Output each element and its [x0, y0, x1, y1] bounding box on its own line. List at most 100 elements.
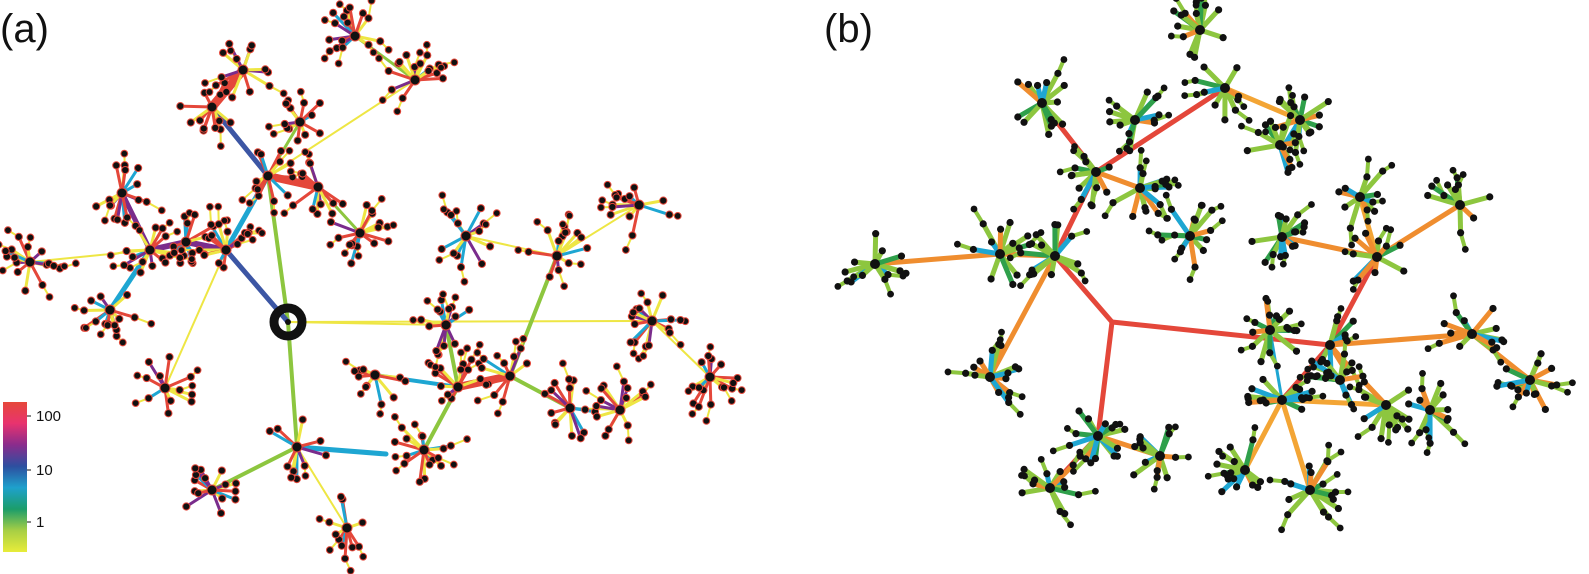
- panel-a-node: [123, 213, 132, 222]
- panel-b-node: [1162, 191, 1170, 199]
- panel-a-node: [558, 359, 567, 368]
- panel-b-node: [1348, 359, 1356, 367]
- panel-a-node: [331, 530, 340, 539]
- panel-a-hub: [144, 244, 156, 256]
- panel-a-node: [120, 149, 129, 158]
- panel-a-node: [130, 313, 139, 322]
- panel-b-node: [1248, 385, 1256, 393]
- panel-b-node: [969, 245, 977, 254]
- panel-a-node: [225, 39, 234, 48]
- panel-a-node: [201, 474, 210, 483]
- panel-a-node: [524, 247, 533, 256]
- panel-b-node: [1308, 201, 1315, 208]
- panel-b-node: [850, 273, 858, 281]
- panel-b-node: [1341, 203, 1349, 211]
- panel-a-node: [729, 378, 738, 388]
- panel-b-node: [1266, 117, 1275, 125]
- panel-b-node: [1208, 206, 1216, 214]
- panel-b-node: [1051, 220, 1059, 229]
- panel-b-hub: [1155, 451, 1165, 461]
- panel-a-node: [684, 387, 693, 396]
- panel-b-label: (b): [824, 7, 873, 51]
- panel-a-node: [340, 554, 350, 563]
- panel-b-node: [1192, 9, 1200, 18]
- panel-a-node: [464, 365, 473, 374]
- panel-a-node: [173, 227, 182, 236]
- panel-b-node: [1302, 394, 1310, 402]
- panel-b-node: [1371, 268, 1379, 277]
- panel-b-backbone-edge: [1093, 85, 1228, 175]
- panel-a-node: [583, 243, 592, 253]
- panel-a-edges: [0, 0, 743, 572]
- panel-a-node: [354, 372, 363, 381]
- panel-b-node: [1310, 363, 1317, 371]
- panel-b-node: [1334, 504, 1342, 513]
- panel-a-node: [644, 341, 653, 350]
- panel-b-hub: [1355, 192, 1365, 202]
- panel-a-node: [463, 344, 472, 353]
- panel-b-node: [1070, 147, 1078, 155]
- panel-b-node: [1259, 375, 1267, 384]
- panel-a-node: [334, 59, 343, 68]
- panel-b-node: [1398, 415, 1406, 423]
- panel-b-node: [1191, 76, 1199, 85]
- panel-a-node: [564, 375, 574, 384]
- panel-a-node: [254, 191, 263, 200]
- panel-b-node: [872, 230, 880, 238]
- panel-b-node: [1199, 246, 1207, 255]
- panel-b-node: [1346, 383, 1354, 391]
- panel-a-node: [438, 191, 447, 200]
- panel-a-node: [369, 48, 378, 57]
- panel-a-node: [377, 400, 386, 409]
- panel-b-node: [1368, 423, 1376, 431]
- panel-a-node: [560, 282, 569, 291]
- panel-a-node: [439, 444, 448, 453]
- panel-a-label: (a): [0, 7, 49, 51]
- panel-a-node: [0, 266, 7, 275]
- panel-b-node: [1245, 116, 1253, 124]
- panel-b-node: [1186, 276, 1194, 283]
- panel-b-edge: [1469, 305, 1496, 337]
- panel-b-node: [1548, 364, 1556, 372]
- panel-a-node: [275, 157, 284, 166]
- panel-a-node: [727, 397, 736, 405]
- panel-a-node: [417, 315, 426, 324]
- panel-b-node: [1091, 487, 1099, 495]
- panel-b-node: [1377, 435, 1385, 443]
- panel-b-node: [1456, 342, 1464, 350]
- panel-b-node: [1454, 181, 1463, 189]
- panel-a-node: [175, 385, 184, 395]
- panel-b-hub: [870, 259, 880, 269]
- panel-b-edge: [1168, 206, 1193, 239]
- panel-b-node: [1385, 421, 1393, 429]
- panel-b-node: [1106, 118, 1114, 126]
- panel-b-node: [1424, 345, 1432, 353]
- panel-b-node: [971, 371, 979, 379]
- panel-b-node: [1047, 271, 1056, 279]
- panel-b-node: [1243, 315, 1251, 323]
- panel-b-node: [1288, 163, 1296, 172]
- panel-b-backbone-edge: [1327, 254, 1380, 348]
- panel-a-node: [416, 48, 424, 57]
- panel-a-node: [431, 363, 440, 371]
- panel-a-node: [105, 201, 115, 210]
- colorbar: 100 10 1: [3, 402, 61, 552]
- panel-b-node: [1287, 480, 1295, 488]
- panel-b-node: [1541, 405, 1549, 414]
- panel-a-node: [325, 35, 334, 44]
- panel-b-node: [858, 271, 867, 280]
- panel-a-node: [694, 402, 703, 411]
- panel-a-node: [384, 45, 393, 54]
- panel-a-node: [177, 246, 186, 255]
- panel-b-node: [1435, 339, 1443, 347]
- panel-b-hub: [1325, 340, 1335, 350]
- panel-b-node: [1053, 98, 1062, 106]
- panel-b-node: [1262, 128, 1269, 136]
- panel-b-node: [1245, 398, 1253, 407]
- panel-b-node: [1354, 433, 1362, 440]
- panel-b-node: [1297, 320, 1305, 328]
- panel-a-node: [437, 244, 446, 254]
- panel-a-node: [451, 312, 460, 321]
- panel-b-node: [1423, 449, 1431, 456]
